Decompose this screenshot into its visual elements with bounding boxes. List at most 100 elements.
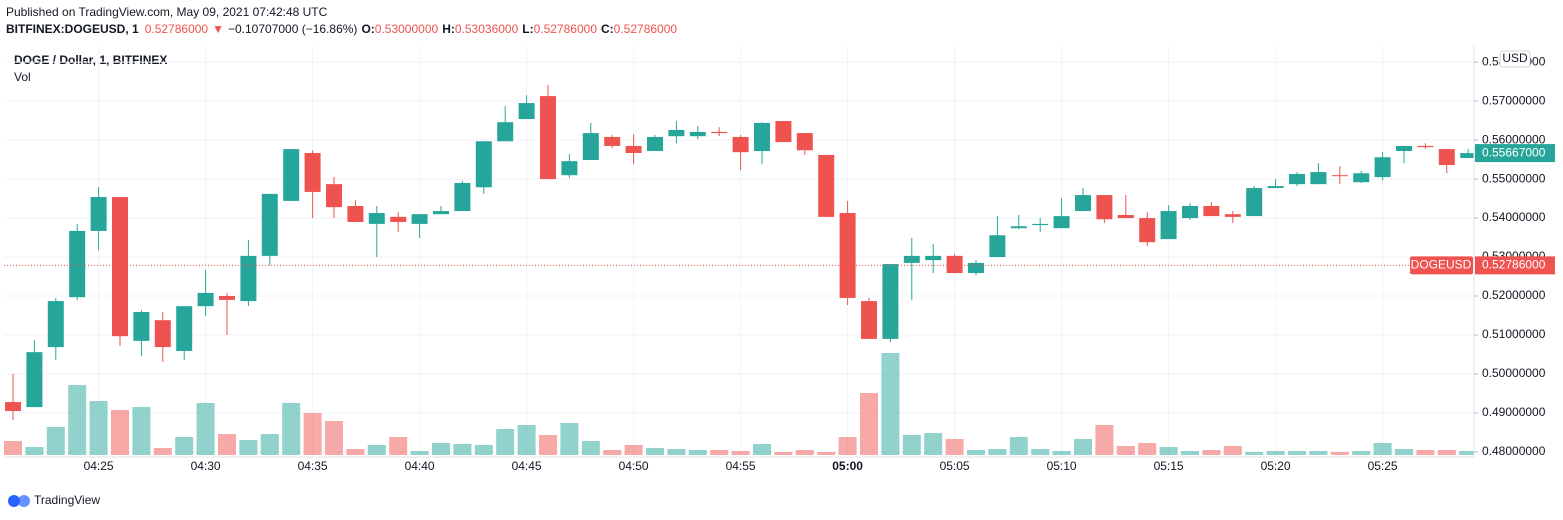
candle-body — [540, 96, 556, 180]
volume-bar — [731, 451, 750, 455]
volume-bar — [111, 410, 129, 455]
volume-bar — [1009, 437, 1028, 455]
volume-bar — [432, 443, 450, 455]
candle-body — [1203, 205, 1220, 217]
last: 0.52786000 — [145, 22, 209, 36]
candle-body — [1160, 211, 1177, 240]
last-price-label: 0.55667000 — [1482, 145, 1546, 159]
volume-bar — [1437, 450, 1456, 455]
candle-body — [818, 154, 835, 217]
volume-bar — [988, 449, 1007, 455]
candle-body — [154, 320, 171, 348]
candle-body — [861, 301, 877, 339]
price-line-name: DOGEUSD — [1411, 258, 1472, 272]
candle-body — [47, 301, 64, 348]
volume-bar — [924, 433, 943, 455]
volume-bar — [1095, 425, 1114, 455]
volume-bar — [667, 449, 686, 455]
candle-body — [1246, 188, 1263, 217]
y-tick-label: 0.48000000 — [1482, 444, 1546, 458]
volume-bar — [624, 445, 643, 455]
volume-bar — [817, 452, 836, 455]
y-tick-label: 0.51000000 — [1482, 327, 1546, 341]
candle-body — [1460, 153, 1474, 159]
volume-label: Vol — [14, 70, 31, 84]
volume-bar — [1309, 451, 1328, 455]
x-tick-label: 04:35 — [298, 459, 328, 473]
candle-body — [5, 402, 21, 412]
ohlc-value: 0.53000000 — [375, 22, 439, 36]
candle-body — [882, 264, 899, 339]
candle-body — [775, 121, 792, 143]
candle-body — [197, 292, 214, 307]
x-tick-label: 04:30 — [191, 459, 221, 473]
volume-bar — [303, 413, 322, 455]
volume-bar — [239, 440, 258, 455]
volume-bar — [688, 450, 707, 455]
volume-bar — [68, 385, 87, 455]
x-tick-label: 04:45 — [512, 459, 542, 473]
x-tick-label: 04:55 — [726, 459, 756, 473]
candle-body — [946, 255, 963, 274]
candle-body — [1331, 175, 1348, 177]
candle-body — [1310, 172, 1327, 185]
volume-bar — [25, 447, 44, 455]
ohlc-value: 0.52786000 — [534, 22, 598, 36]
volume-bar — [581, 441, 600, 455]
candle-body — [604, 136, 621, 146]
candle-body — [1010, 226, 1027, 229]
candle-body — [69, 230, 86, 298]
volume-bar — [1052, 451, 1071, 455]
x-tick-label: 05:05 — [940, 459, 970, 473]
volume-bar — [774, 452, 793, 455]
candle-body — [133, 312, 150, 341]
candle-body — [1139, 218, 1156, 243]
volume-bar — [218, 434, 236, 455]
y-tick-label: 0.54000000 — [1482, 210, 1546, 224]
change: −0.10707000 (−16.86%) — [228, 22, 357, 36]
candle-body — [304, 152, 321, 192]
candle-body — [1267, 186, 1284, 189]
candle-body — [347, 205, 364, 222]
candle-body — [261, 193, 278, 256]
volume-bar — [89, 401, 108, 455]
candle-body — [1075, 195, 1091, 212]
volume-bar — [1330, 452, 1349, 455]
volume-bar — [1181, 451, 1199, 455]
volume-bar — [346, 449, 365, 455]
candle-body — [326, 184, 342, 208]
candle-body — [497, 122, 514, 142]
volume-bar — [453, 444, 472, 455]
candle-body — [968, 262, 984, 274]
x-tick-label: 04:40 — [405, 459, 435, 473]
candle-body — [283, 149, 300, 201]
candle-body — [219, 296, 235, 300]
volume-bar — [410, 451, 429, 455]
candle-body — [176, 306, 193, 351]
volume-bar — [560, 423, 579, 455]
candle-body — [839, 212, 856, 298]
volume-bar — [1159, 447, 1178, 455]
volume-bar — [860, 393, 878, 455]
volume-bar — [282, 403, 301, 455]
currency-badge — [1499, 50, 1531, 68]
currency: USD — [1502, 51, 1528, 65]
candle-body — [1224, 214, 1241, 217]
volume-bar — [838, 437, 857, 455]
volume-bar — [367, 445, 386, 455]
volume-bar — [539, 435, 557, 455]
candle-body — [475, 141, 492, 188]
last-price-badge — [1475, 144, 1555, 163]
x-tick-label: 04:25 — [84, 459, 114, 473]
candle-body — [647, 136, 663, 152]
volume-bar — [325, 421, 343, 455]
candle-body — [561, 161, 578, 176]
candle-body — [1417, 145, 1434, 148]
x-tick-label: 04:50 — [619, 459, 649, 473]
candle-body — [668, 129, 685, 137]
price-line-label: 0.52786000 — [1482, 258, 1546, 272]
volume-bar — [46, 427, 65, 455]
y-tick-label: 0.52000000 — [1482, 288, 1546, 302]
volume-bar — [881, 353, 900, 455]
